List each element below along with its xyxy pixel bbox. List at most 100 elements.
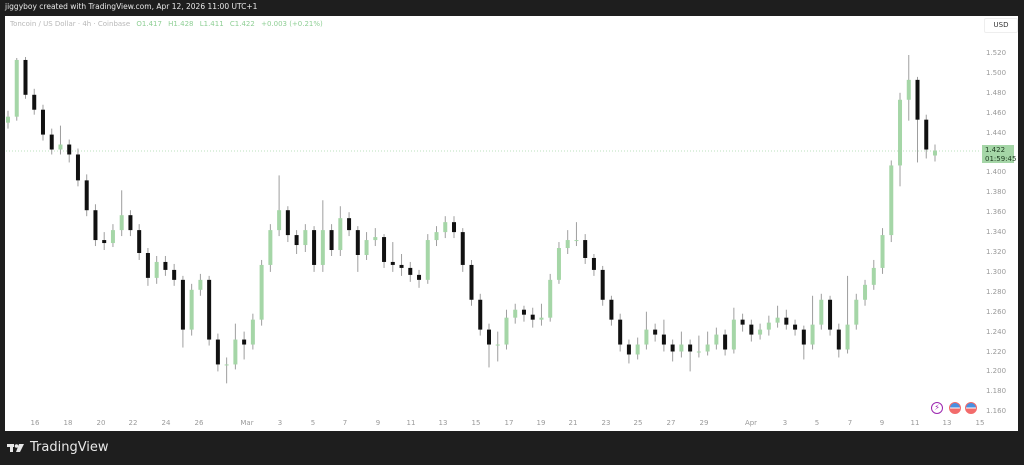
candles bbox=[6, 54, 937, 384]
candle-body-up bbox=[845, 324, 850, 350]
candle bbox=[530, 307, 535, 328]
candle bbox=[486, 323, 491, 368]
candle bbox=[495, 331, 500, 362]
candle-body-down bbox=[661, 334, 666, 345]
candle bbox=[338, 206, 343, 256]
candle bbox=[731, 307, 736, 354]
price-tick: 1.500 bbox=[986, 68, 1007, 77]
candle-body-down bbox=[75, 154, 80, 181]
candle-body-down bbox=[591, 257, 596, 270]
ohlc-high: H1.428 bbox=[168, 20, 194, 28]
ohlc-change: +0.003 (+0.21%) bbox=[261, 20, 323, 28]
time-tick: 18 bbox=[63, 419, 73, 427]
candle bbox=[303, 224, 308, 252]
candle bbox=[801, 325, 806, 360]
candle bbox=[382, 234, 387, 268]
candle-body-down bbox=[242, 339, 247, 345]
candle-body-up bbox=[224, 364, 229, 366]
brand-name: TradingView bbox=[30, 440, 109, 455]
candle-body-down bbox=[355, 230, 360, 255]
candle bbox=[513, 303, 518, 324]
ohlc-low: L1.411 bbox=[199, 20, 224, 28]
candle-body-up bbox=[565, 240, 570, 249]
candle-body-down bbox=[583, 240, 588, 258]
us-flag-icon[interactable] bbox=[965, 402, 977, 414]
lightning-icon[interactable]: ⚡ bbox=[931, 402, 943, 414]
candle bbox=[766, 315, 771, 336]
candle-body-down bbox=[784, 317, 789, 325]
candle-body-up bbox=[854, 299, 859, 325]
candle bbox=[119, 190, 124, 237]
time-tick: 23 bbox=[601, 419, 611, 427]
candle-body-down bbox=[836, 329, 841, 350]
candle bbox=[67, 139, 72, 163]
candle-body-down bbox=[312, 230, 317, 265]
price-tick: 1.280 bbox=[986, 287, 1007, 296]
candle-body-down bbox=[163, 261, 168, 270]
candle bbox=[556, 242, 561, 284]
candle bbox=[224, 357, 229, 384]
candle-body-down bbox=[207, 279, 212, 340]
time-tick: 26 bbox=[194, 419, 204, 427]
candle-body-up bbox=[898, 99, 903, 166]
candle-body-down bbox=[609, 299, 614, 320]
candle bbox=[408, 261, 413, 282]
time-tick: 7 bbox=[847, 419, 853, 427]
candle bbox=[320, 200, 325, 272]
candle bbox=[836, 323, 841, 358]
candle bbox=[180, 275, 185, 348]
time-tick: 27 bbox=[666, 419, 676, 427]
price-tick: 1.240 bbox=[986, 327, 1007, 336]
candle bbox=[906, 54, 911, 121]
candle bbox=[933, 144, 937, 162]
ohlc-close: C1.422 bbox=[229, 20, 255, 28]
candle-body-up bbox=[539, 317, 544, 320]
candle bbox=[915, 76, 920, 163]
candle-body-down bbox=[137, 230, 142, 253]
time-tick: 3 bbox=[782, 419, 788, 427]
candle-body-down bbox=[329, 230, 334, 251]
candle-body-down bbox=[399, 264, 404, 268]
candle-body-up bbox=[268, 230, 273, 265]
time-tick: 20 bbox=[96, 419, 106, 427]
price-tick: 1.360 bbox=[986, 208, 1007, 217]
symbol-legend: Toncoin / US Dollar · 4h · Coinbase O1.4… bbox=[10, 20, 323, 28]
candle bbox=[233, 323, 238, 370]
candle-body-up bbox=[259, 264, 264, 320]
time-tick: 7 bbox=[342, 419, 348, 427]
time-tick: 16 bbox=[30, 419, 40, 427]
candle bbox=[40, 104, 45, 141]
candle-body-down bbox=[924, 119, 929, 150]
candle-body-up bbox=[644, 329, 649, 345]
candle-body-up bbox=[714, 334, 719, 345]
candle bbox=[504, 309, 509, 350]
candle-body-up bbox=[819, 299, 824, 325]
candle-body-up bbox=[320, 230, 325, 265]
price-tick: 1.180 bbox=[986, 387, 1007, 396]
currency-button[interactable]: USD bbox=[984, 18, 1018, 33]
candle bbox=[810, 295, 815, 350]
candle-body-up bbox=[513, 309, 518, 318]
candle bbox=[32, 88, 37, 115]
candle-body-down bbox=[530, 314, 535, 320]
candle-body-down bbox=[486, 329, 491, 345]
time-tick: Apr bbox=[744, 419, 758, 427]
symbol-name[interactable]: Toncoin / US Dollar · 4h · Coinbase bbox=[10, 20, 131, 28]
price-tick: 1.160 bbox=[986, 407, 1007, 416]
candle bbox=[854, 293, 859, 330]
us-flag-icon[interactable] bbox=[949, 402, 961, 414]
candle-body-down bbox=[626, 344, 631, 355]
candle bbox=[863, 279, 868, 306]
candle-body-down bbox=[102, 240, 107, 244]
candle-body-up bbox=[574, 240, 579, 242]
candle-body-up bbox=[810, 324, 815, 345]
candle-body-up bbox=[556, 248, 561, 280]
candle-body-up bbox=[880, 235, 885, 268]
chart-panel[interactable] bbox=[5, 16, 1018, 431]
candle-body-down bbox=[215, 339, 220, 365]
tradingview-logo[interactable]: TradingView bbox=[7, 440, 109, 455]
candle-body-up bbox=[635, 344, 640, 355]
candle-body-up bbox=[863, 284, 868, 300]
candle-body-down bbox=[128, 215, 133, 231]
